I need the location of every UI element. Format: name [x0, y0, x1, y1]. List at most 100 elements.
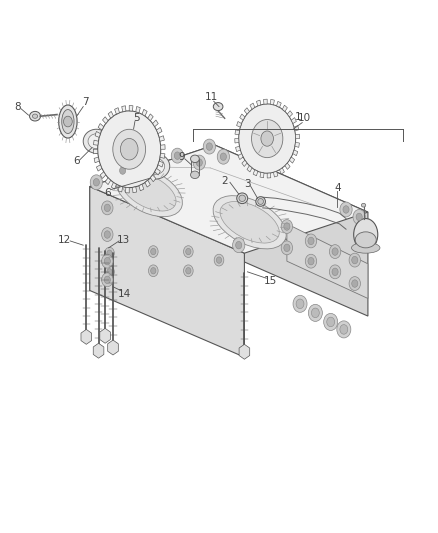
Circle shape [353, 209, 365, 224]
Ellipse shape [122, 173, 176, 211]
Circle shape [102, 254, 113, 268]
Ellipse shape [258, 199, 263, 204]
Circle shape [261, 131, 273, 146]
Polygon shape [279, 168, 284, 174]
Circle shape [151, 248, 156, 255]
Polygon shape [159, 136, 164, 141]
Circle shape [356, 213, 362, 221]
Ellipse shape [351, 243, 380, 253]
Circle shape [352, 256, 358, 264]
Circle shape [104, 257, 110, 265]
Circle shape [186, 248, 191, 255]
Ellipse shape [355, 232, 376, 248]
Polygon shape [118, 185, 123, 192]
Polygon shape [257, 100, 261, 106]
Circle shape [340, 202, 352, 217]
Ellipse shape [256, 197, 265, 206]
Polygon shape [111, 182, 117, 189]
Text: 4: 4 [334, 183, 341, 192]
Ellipse shape [116, 167, 182, 216]
Polygon shape [285, 163, 290, 169]
Circle shape [284, 223, 290, 230]
Polygon shape [93, 149, 98, 154]
Ellipse shape [213, 196, 286, 249]
Circle shape [148, 265, 158, 277]
Polygon shape [100, 328, 110, 343]
Polygon shape [290, 157, 295, 163]
Text: 7: 7 [82, 98, 89, 107]
Circle shape [120, 167, 126, 174]
Polygon shape [158, 161, 163, 167]
Polygon shape [161, 144, 165, 149]
Polygon shape [264, 99, 267, 104]
Circle shape [340, 325, 348, 334]
Polygon shape [244, 108, 249, 114]
Polygon shape [156, 127, 162, 134]
Polygon shape [96, 165, 102, 171]
Text: 13: 13 [117, 235, 130, 245]
Polygon shape [239, 344, 250, 359]
Circle shape [324, 313, 338, 330]
Circle shape [305, 234, 317, 248]
Circle shape [151, 268, 156, 274]
Polygon shape [273, 171, 278, 177]
Polygon shape [247, 166, 252, 172]
Circle shape [281, 220, 293, 233]
Circle shape [102, 228, 113, 241]
Polygon shape [148, 114, 153, 120]
Polygon shape [81, 329, 92, 344]
Ellipse shape [191, 171, 199, 179]
Circle shape [332, 248, 338, 255]
Text: 10: 10 [298, 114, 311, 123]
Circle shape [104, 231, 110, 238]
Circle shape [117, 163, 129, 178]
Polygon shape [142, 109, 147, 116]
Polygon shape [90, 145, 215, 290]
Polygon shape [93, 140, 99, 145]
Ellipse shape [141, 154, 170, 179]
Circle shape [104, 276, 110, 284]
Text: 15: 15 [264, 277, 277, 286]
Circle shape [329, 265, 341, 279]
Ellipse shape [239, 195, 245, 201]
Circle shape [220, 153, 226, 160]
Polygon shape [287, 224, 368, 298]
Circle shape [64, 116, 72, 127]
Circle shape [105, 266, 114, 278]
Circle shape [352, 280, 358, 287]
Circle shape [113, 130, 145, 169]
Polygon shape [100, 172, 106, 179]
Ellipse shape [32, 114, 38, 118]
Ellipse shape [220, 201, 279, 243]
Polygon shape [253, 170, 258, 176]
Polygon shape [237, 122, 241, 127]
Circle shape [337, 321, 351, 338]
Polygon shape [108, 111, 113, 118]
Polygon shape [267, 173, 271, 178]
Circle shape [296, 299, 304, 309]
Circle shape [329, 245, 341, 259]
Circle shape [107, 250, 112, 256]
Ellipse shape [88, 134, 105, 149]
Polygon shape [287, 111, 293, 117]
Circle shape [102, 273, 113, 287]
Circle shape [102, 201, 113, 215]
Text: 14: 14 [118, 289, 131, 299]
Circle shape [148, 246, 158, 257]
Text: 9: 9 [178, 152, 185, 162]
Polygon shape [295, 142, 300, 147]
Circle shape [239, 104, 296, 173]
Polygon shape [150, 175, 156, 182]
Ellipse shape [213, 102, 223, 110]
Polygon shape [125, 188, 129, 193]
Polygon shape [94, 157, 99, 163]
Text: 8: 8 [14, 102, 21, 111]
Text: 6: 6 [104, 188, 111, 198]
Polygon shape [136, 107, 140, 113]
Polygon shape [90, 187, 244, 357]
Text: 2: 2 [221, 176, 228, 186]
Circle shape [305, 254, 317, 268]
Circle shape [343, 206, 349, 213]
Circle shape [327, 317, 335, 327]
Circle shape [216, 257, 222, 263]
